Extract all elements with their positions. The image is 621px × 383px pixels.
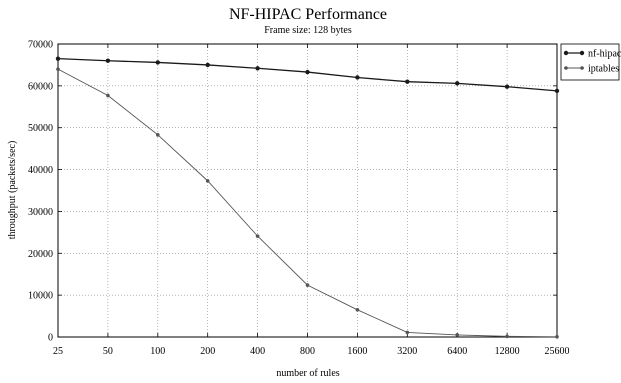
x-tick-label: 200 bbox=[200, 346, 215, 357]
legend-marker-nf-hipac bbox=[563, 50, 569, 56]
chart-subtitle: Frame size: 128 bytes bbox=[264, 25, 352, 36]
x-tick-label: 3200 bbox=[397, 346, 417, 357]
legend-marker-iptables bbox=[564, 66, 568, 70]
data-point-nf-hipac bbox=[205, 62, 210, 68]
data-point-nf-hipac bbox=[155, 60, 160, 65]
data-point-iptables bbox=[106, 93, 110, 98]
data-point-iptables bbox=[355, 307, 360, 312]
y-tick-label: 0 bbox=[48, 333, 53, 344]
y-tick-label: 40000 bbox=[28, 165, 53, 176]
data-point-nf-hipac bbox=[554, 88, 560, 94]
x-tick-label: 1600 bbox=[347, 346, 367, 357]
grid bbox=[58, 44, 557, 337]
data-point-nf-hipac bbox=[504, 84, 510, 89]
x-tick-label: 6400 bbox=[447, 346, 467, 357]
data-point-iptables bbox=[555, 334, 559, 339]
y-tick-label: 30000 bbox=[28, 207, 53, 218]
data-point-nf-hipac bbox=[455, 81, 460, 86]
series-layer bbox=[55, 56, 560, 339]
y-tick-label: 60000 bbox=[28, 81, 53, 92]
legend-box bbox=[560, 43, 620, 81]
chart-title: NF-HIPAC Performance bbox=[229, 6, 387, 23]
legend-marker-iptables bbox=[580, 66, 584, 70]
legend: nf-hipac iptables bbox=[560, 43, 621, 81]
series-iptables bbox=[56, 67, 559, 339]
data-point-iptables bbox=[455, 333, 460, 337]
y-tick-label: 10000 bbox=[28, 291, 53, 302]
data-point-nf-hipac bbox=[105, 58, 111, 63]
data-point-iptables bbox=[56, 67, 60, 71]
legend-marker-nf-hipac bbox=[579, 50, 585, 56]
data-point-nf-hipac bbox=[305, 69, 310, 75]
y-tick-label: 70000 bbox=[28, 40, 53, 51]
data-point-nf-hipac bbox=[405, 79, 410, 84]
x-tick-label: 400 bbox=[250, 346, 265, 357]
x-tick-label: 12800 bbox=[495, 346, 520, 357]
data-point-nf-hipac bbox=[55, 56, 61, 61]
y-tick-label: 50000 bbox=[28, 123, 53, 134]
y-axis-label: throughput (packets/sec) bbox=[7, 141, 18, 240]
data-point-iptables bbox=[156, 133, 160, 137]
axis-ticks: 0 10000 20000 30000 40000 50000 60000 70000 25 50… bbox=[28, 40, 570, 358]
x-tick-label: 25 bbox=[53, 346, 63, 357]
x-tick-label: 800 bbox=[300, 346, 315, 357]
series-nf-hipac bbox=[55, 56, 560, 94]
legend-label-nf-hipac: nf-hipac bbox=[588, 49, 621, 60]
x-tick-label: 100 bbox=[150, 346, 165, 357]
x-tick-label: 25600 bbox=[545, 346, 570, 357]
y-tick-label: 20000 bbox=[28, 249, 53, 260]
x-tick-label: 50 bbox=[103, 346, 113, 357]
x-axis-label: number of rules bbox=[276, 368, 339, 379]
data-point-iptables bbox=[405, 330, 410, 335]
data-point-iptables bbox=[205, 179, 210, 183]
data-point-iptables bbox=[305, 283, 310, 287]
legend-label-iptables: iptables bbox=[588, 64, 619, 75]
data-point-nf-hipac bbox=[355, 75, 360, 80]
data-point-nf-hipac bbox=[255, 66, 260, 71]
data-point-iptables bbox=[255, 234, 260, 238]
data-point-iptables bbox=[505, 334, 509, 339]
